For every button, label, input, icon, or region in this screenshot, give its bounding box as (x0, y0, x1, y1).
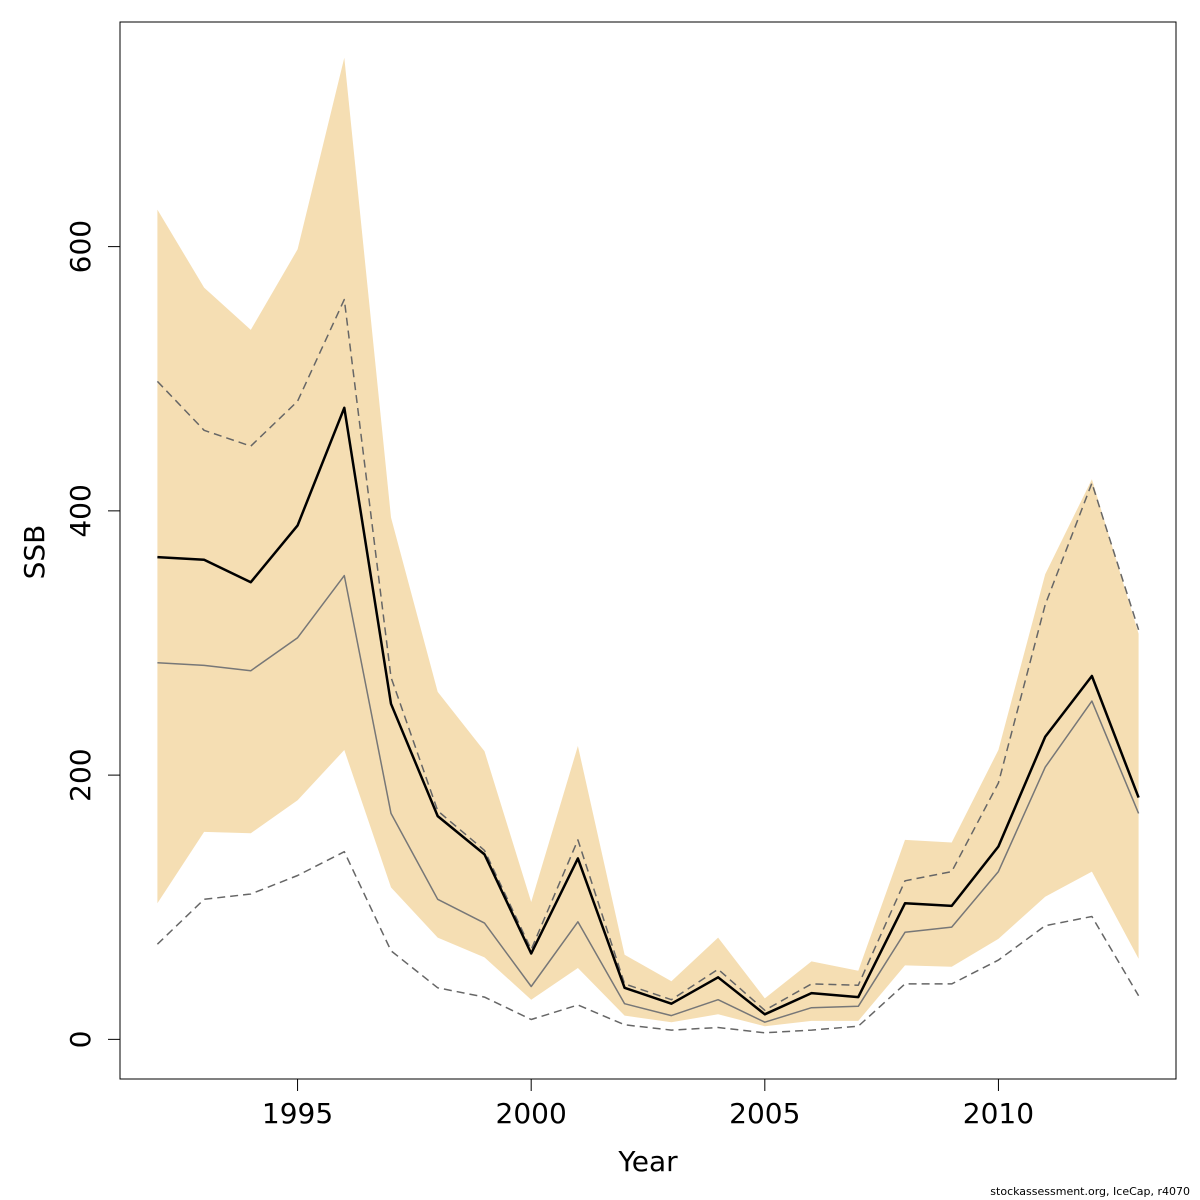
y-axis: 0 200 400 600 (64, 220, 121, 1048)
x-axis-label: Year (617, 1145, 678, 1178)
y-tick-label: 200 (64, 748, 97, 801)
x-tick-label: 2000 (496, 1097, 567, 1130)
series-line-point (157, 574, 1140, 1023)
x-tick-label: 2005 (729, 1097, 800, 1130)
x-tick-label: 1995 (262, 1097, 333, 1130)
y-tick-label: 600 (64, 220, 97, 273)
confidence-band (157, 57, 1139, 1027)
plot-area (156, 57, 1140, 1034)
series-line-upper-dashed (156, 298, 1140, 1012)
credit-text: stockassessment.org, IceCap, r4070 (990, 1185, 1190, 1198)
y-axis-label: SSB (18, 525, 51, 580)
y-tick-label: 0 (64, 1030, 97, 1048)
y-tick-label: 400 (64, 484, 97, 537)
x-tick-label: 2010 (963, 1097, 1034, 1130)
x-axis: 1995 2000 2005 2010 (262, 1078, 1034, 1130)
series-line-median (157, 406, 1140, 1016)
series-line-lower-dashed (156, 850, 1140, 1034)
